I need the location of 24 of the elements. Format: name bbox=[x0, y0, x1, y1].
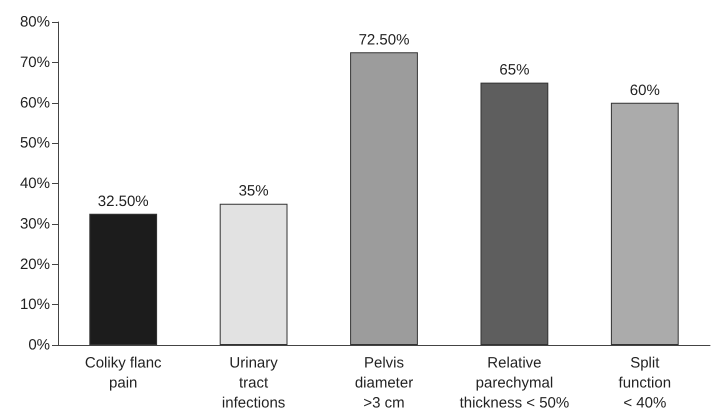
x-tick-label: Split function < 40% bbox=[618, 354, 672, 412]
data-label: 65% bbox=[499, 62, 530, 79]
x-tick-label: Urinary tract infections bbox=[222, 354, 286, 412]
bar bbox=[220, 204, 288, 345]
y-tick-label: 0% bbox=[28, 336, 50, 354]
bar bbox=[89, 214, 158, 345]
x-tick-label: Pelvis diameter >3 cm bbox=[354, 354, 414, 412]
y-tick-label: 10% bbox=[20, 296, 50, 314]
y-tick-label: 50% bbox=[20, 134, 50, 152]
y-tick-label: 80% bbox=[20, 14, 50, 30]
y-tick-label: 70% bbox=[20, 54, 50, 71]
x-tick-label: Relative parechymal thickness < 50% bbox=[460, 354, 570, 412]
x-tick-label: Coliky flanc pain bbox=[84, 354, 162, 392]
data-label: 72.50% bbox=[358, 31, 410, 48]
y-tick-label: 30% bbox=[20, 215, 50, 232]
data-label: 60% bbox=[630, 82, 660, 99]
y-tick-label: 20% bbox=[20, 256, 50, 273]
data-label: 32.50% bbox=[98, 192, 149, 210]
y-tick-label: 60% bbox=[20, 94, 50, 112]
data-label: 35% bbox=[238, 182, 269, 200]
bar bbox=[480, 82, 548, 345]
y-tick-label: 40% bbox=[20, 175, 50, 192]
bar bbox=[610, 102, 679, 345]
bar bbox=[350, 52, 418, 345]
